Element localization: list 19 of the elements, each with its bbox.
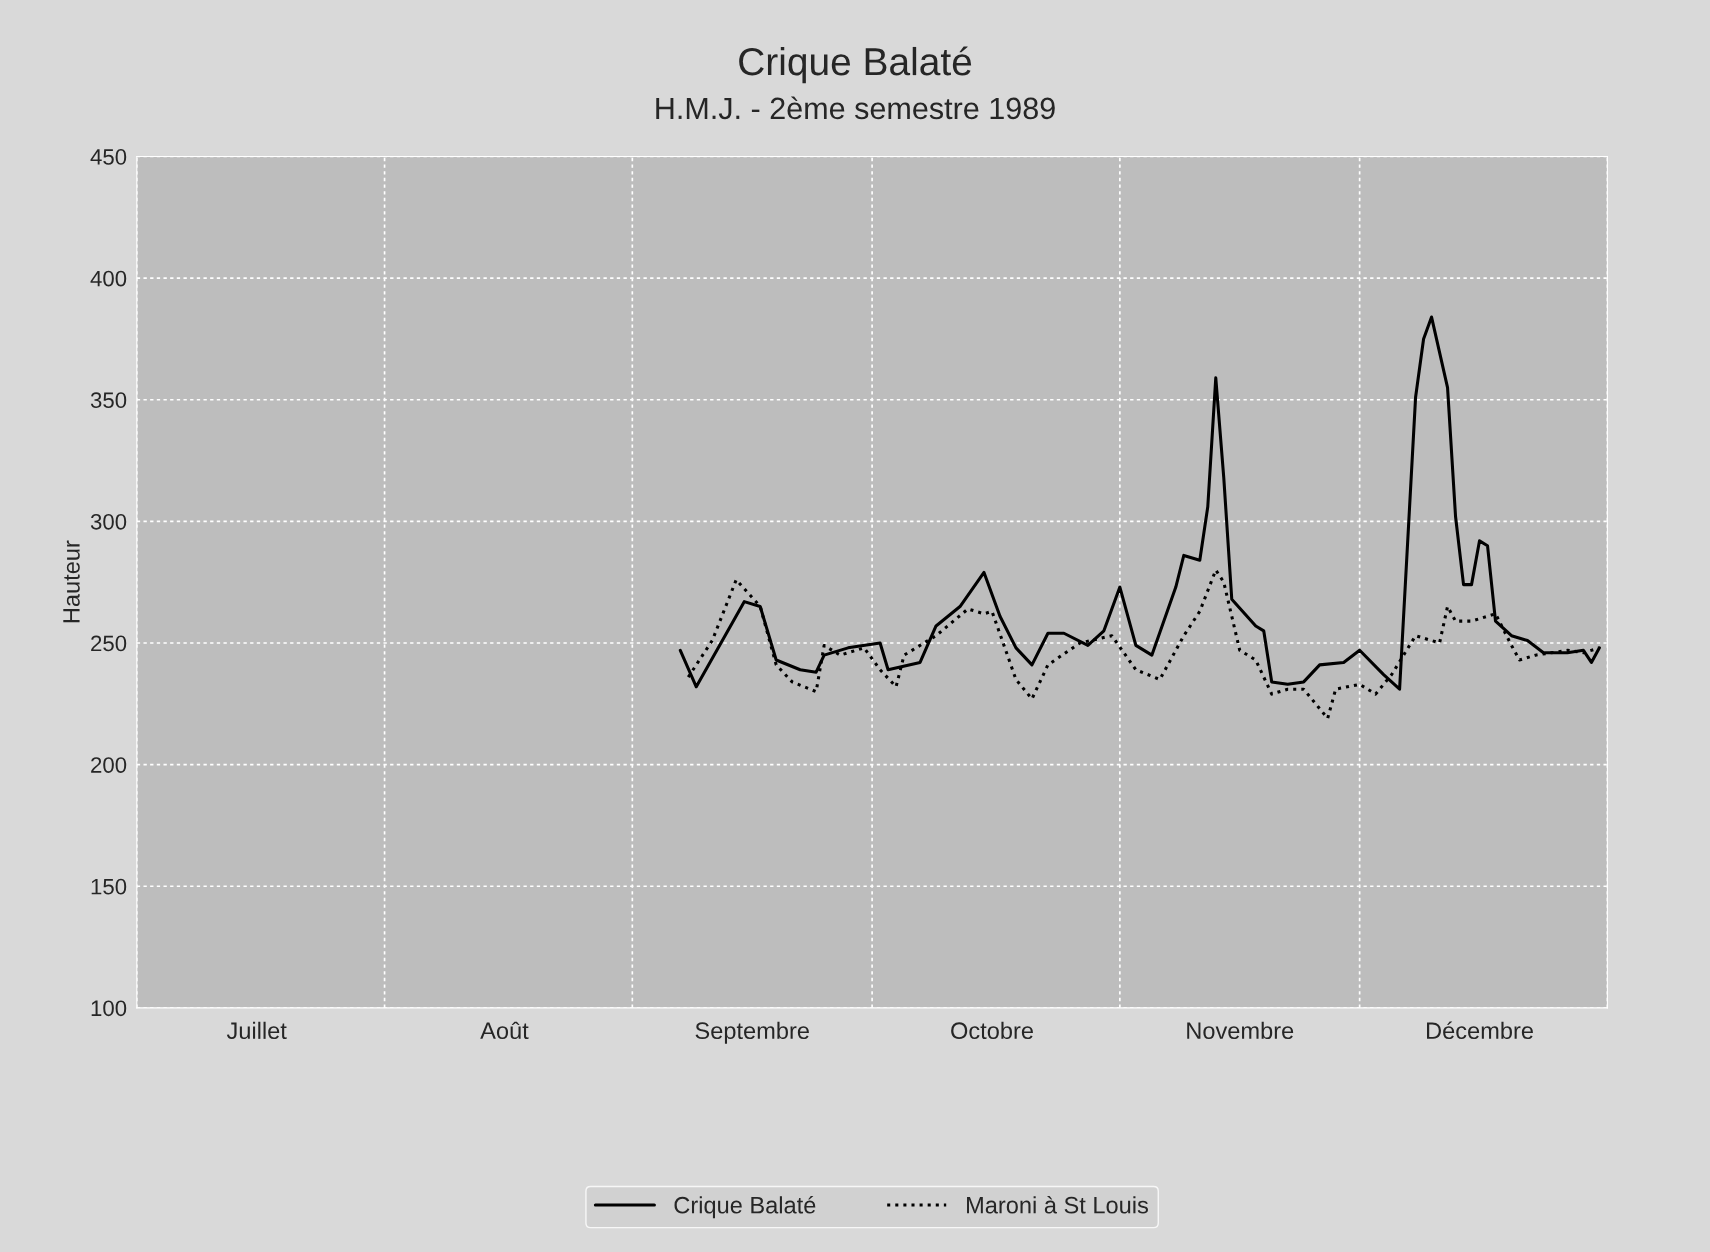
y-tick-label: 150 bbox=[91, 878, 127, 895]
y-tick-label: 250 bbox=[91, 635, 127, 652]
y-tick-label: 450 bbox=[90, 149, 127, 165]
y-tick-label: 200 bbox=[91, 757, 127, 773]
x-tick-label: Septembre bbox=[695, 1021, 809, 1044]
y-axis-title: Hauteur bbox=[63, 540, 80, 623]
x-tick-label: Juillet bbox=[226, 1021, 287, 1040]
x-tick-label: Décembre bbox=[1427, 1021, 1533, 1040]
x-tick-label: Août bbox=[480, 1021, 529, 1040]
legend-label: Maroni à St Louis bbox=[967, 1195, 1148, 1214]
x-tick-label: Novembre bbox=[1187, 1021, 1294, 1040]
y-tick-label: 400 bbox=[90, 270, 127, 287]
chart-subtitle: H.M.J. - 2ème semestre 1989 bbox=[656, 96, 1055, 120]
chart-title: Crique Balaté bbox=[739, 46, 972, 84]
y-tick-label: 300 bbox=[90, 513, 127, 530]
y-tick-label: 350 bbox=[90, 392, 127, 409]
x-tick-label: Octobre bbox=[951, 1021, 1033, 1040]
legend-label: Crique Balaté bbox=[674, 1195, 816, 1219]
y-tick-label: 100 bbox=[91, 1000, 127, 1017]
